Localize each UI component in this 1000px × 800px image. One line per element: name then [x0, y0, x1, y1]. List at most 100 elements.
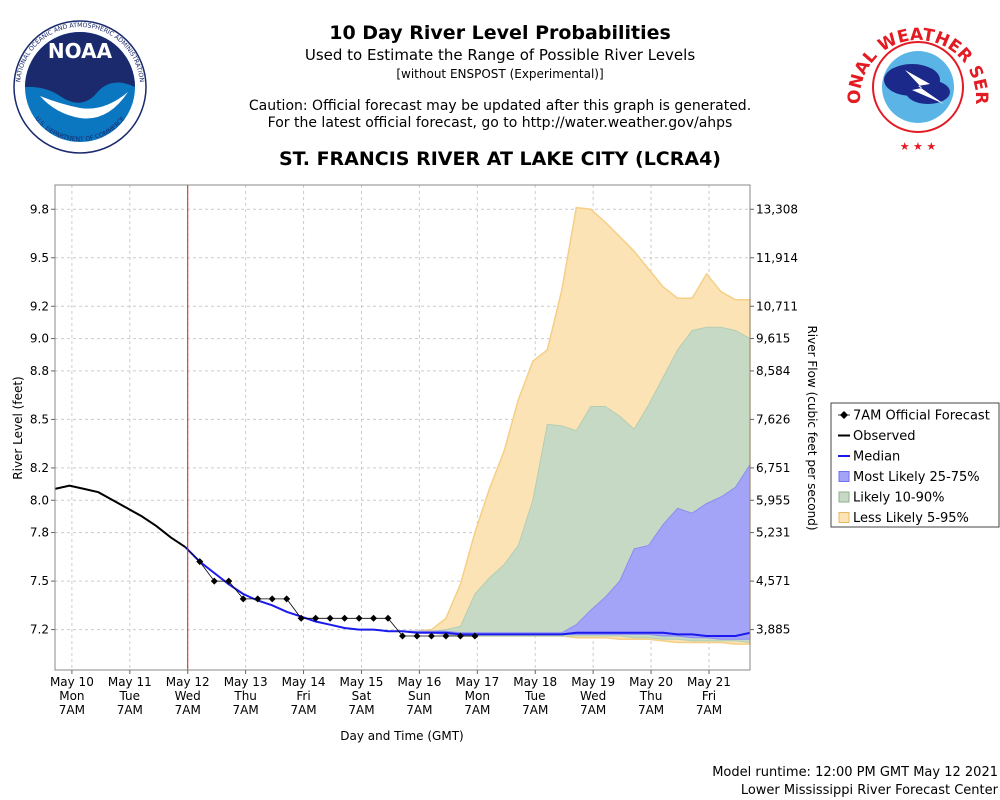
official-forecast-point [355, 614, 363, 622]
official-forecast-point [239, 595, 247, 603]
legend-label: Likely 10-90% [853, 491, 944, 506]
official-forecast-point [210, 577, 218, 585]
y-axis-left: 9.8 9.5 9.2 9.0 8.8 8.5 8.2 8.0 7.8 7.5 7.2 [30, 202, 55, 637]
official-forecast-point [471, 632, 479, 640]
median-line [184, 546, 751, 637]
x-axis-label: Day and Time (GMT) [340, 729, 463, 743]
y-tick-label: 9.5 [30, 251, 49, 265]
x-tick-label: May 16 [397, 675, 441, 689]
x-tick-label: May 18 [513, 675, 557, 689]
y2-tick-label: 9,615 [756, 332, 790, 346]
y-tick-label: 9.2 [30, 299, 49, 313]
y-tick-label: 8.0 [30, 493, 49, 507]
official-forecast-point [326, 614, 334, 622]
plot-frame [54, 184, 751, 671]
chart-subnote: [without ENSPOST (Experimental)] [396, 67, 604, 81]
x-tick-label: Mon [465, 689, 490, 703]
x-tick-label: Sat [352, 689, 372, 703]
model-runtime: Model runtime: 12:00 PM GMT May 12 2021 [712, 765, 998, 780]
x-tick-label: 7AM [464, 703, 490, 717]
x-tick-label: 7AM [348, 703, 374, 717]
nws-logo: NATIONAL WEATHER SERVICE ★ ★ ★ [0, 0, 991, 153]
nws-stars-icon: ★ ★ ★ [900, 140, 937, 153]
caution-line-2: For the latest official forecast, go to … [267, 115, 733, 131]
official-forecast-point [427, 632, 435, 640]
legend-label: Observed [853, 429, 916, 444]
x-tick-label: 7AM [290, 703, 316, 717]
y2-tick-label: 13,308 [756, 202, 798, 216]
legend-box [830, 402, 1000, 528]
x-tick-label: May 12 [166, 675, 210, 689]
legend: 7AM Official Forecast Observed Median Most … [830, 402, 1000, 528]
y2-tick-label: 5,231 [756, 526, 790, 540]
x-tick-label: May 19 [571, 675, 615, 689]
noaa-logo: NOAA NATIONAL OCEANIC AND ATMOSPHERIC AD… [13, 20, 147, 154]
noaa-logo-label: NOAA [48, 39, 113, 63]
x-tick-label: 7AM [522, 703, 548, 717]
y2-tick-label: 3,885 [756, 623, 790, 637]
x-tick-label: May 10 [50, 675, 94, 689]
official-forecast-point [413, 632, 421, 640]
x-tick-label: Mon [59, 689, 84, 703]
official-forecast-point [312, 614, 320, 622]
y2-tick-label: 4,571 [756, 574, 790, 588]
x-tick-label: 7AM [233, 703, 259, 717]
legend-swatch [838, 491, 850, 503]
x-tick-label: May 13 [224, 675, 268, 689]
x-tick-label: May 14 [282, 675, 326, 689]
official-forecast-point [442, 632, 450, 640]
official-forecast-point [283, 595, 291, 603]
y-tick-label: 9.8 [30, 202, 49, 216]
x-tick-label: 7AM [638, 703, 664, 717]
y-tick-label: 7.5 [30, 574, 49, 588]
x-tick-label: May 15 [340, 675, 384, 689]
y2-tick-label: 7,626 [756, 412, 790, 426]
official-forecast-point [268, 595, 276, 603]
official-forecast-point [297, 614, 305, 622]
y2-tick-label: 5,955 [756, 493, 790, 507]
legend-swatch-diamond [840, 411, 848, 419]
legend-label: Less Likely 5-95% [853, 511, 969, 526]
x-tick-label: Tue [119, 689, 141, 703]
x-tick-label: 7AM [580, 703, 606, 717]
legend-label: Median [853, 450, 900, 465]
legend-swatch [838, 471, 850, 482]
chart-subtitle: Used to Estimate the Range of Possible R… [304, 46, 696, 64]
x-tick-label: 7AM [175, 703, 201, 717]
x-tick-label: Thu [639, 689, 663, 703]
y-tick-label: 9.0 [30, 332, 49, 346]
caution-line-1: Caution: Official forecast may be update… [248, 98, 752, 114]
x-tick-label: 7AM [406, 703, 432, 717]
official-forecast-point [384, 614, 392, 622]
observed-line [54, 484, 186, 548]
nws-ring-text: NATIONAL WEATHER SERVICE [0, 0, 991, 104]
x-tick-label: Tue [524, 689, 546, 703]
x-tick-label: Fri [702, 689, 716, 703]
x-tick-label: Wed [580, 689, 606, 703]
x-tick-label: 7AM [59, 703, 85, 717]
official-forecast-point [399, 632, 406, 640]
y2-axis-label: River Flow (cubic feet per second) [805, 325, 819, 530]
y-tick-label: 8.8 [30, 364, 49, 378]
y2-tick-label: 8,584 [756, 364, 790, 378]
series-lines [54, 484, 751, 640]
legend-swatch [838, 512, 850, 523]
x-tick-label: May 11 [108, 675, 152, 689]
x-tick-label: Sun [408, 689, 431, 703]
y-axis-label: River Level (feet) [11, 376, 25, 479]
y2-tick-label: 11,914 [756, 251, 798, 265]
y-tick-label: 7.2 [30, 623, 49, 637]
legend-label: 7AM Official Forecast [853, 409, 990, 424]
x-tick-label: May 20 [629, 675, 673, 689]
x-tick-label: 7AM [117, 703, 143, 717]
x-tick-label: Wed [175, 689, 201, 703]
y-tick-label: 8.2 [30, 461, 49, 475]
x-tick-label: 7AM [696, 703, 722, 717]
official-forecast-point [456, 632, 464, 640]
official-forecast-point [341, 614, 349, 622]
official-forecast-point [254, 595, 262, 603]
y-tick-label: 8.5 [30, 412, 49, 426]
y-tick-label: 7.8 [30, 526, 49, 540]
legend-label: Most Likely 25-75% [853, 470, 980, 485]
